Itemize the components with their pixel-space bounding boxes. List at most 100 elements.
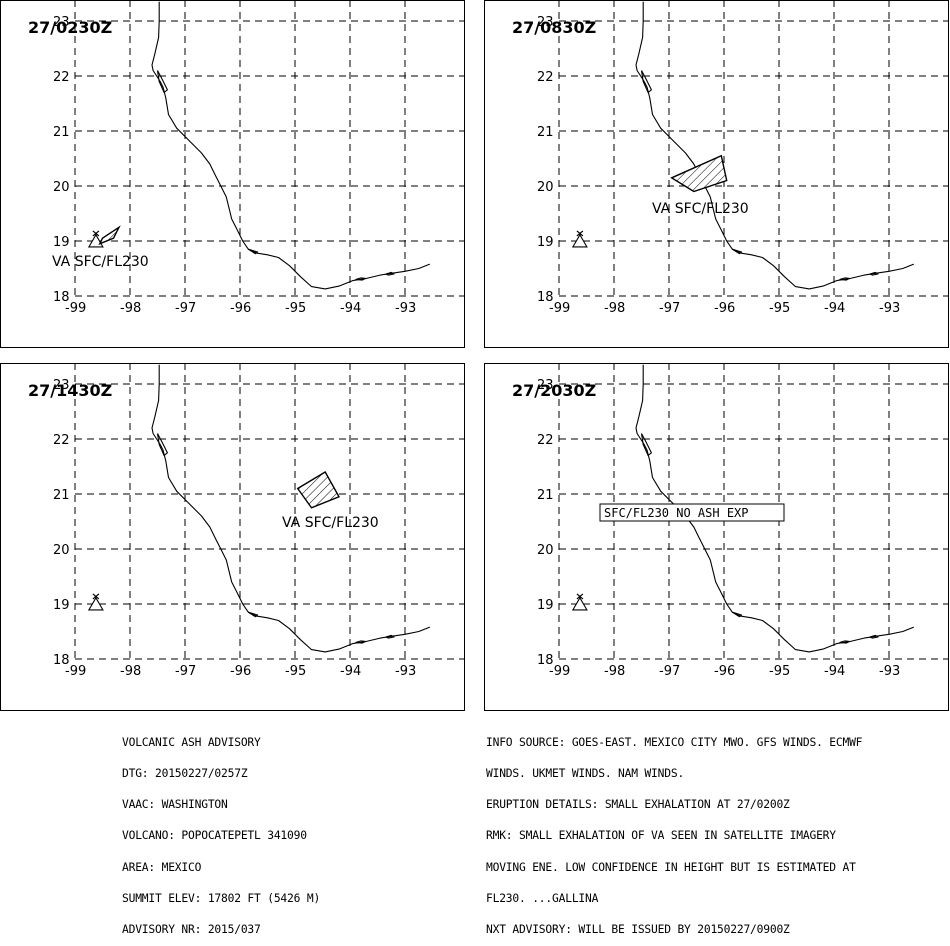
ash-cloud-polygon <box>98 225 121 246</box>
lagoon-outline <box>869 634 879 639</box>
map-svg: 18 19 20 21 22 23 -99 -98 -97 -96 -95 -94 -93 27/0830… <box>484 0 949 348</box>
lon-tick-label: -93 <box>879 664 900 679</box>
advisory-line: INFO SOURCE: GOES-EAST. MEXICO CITY MWO.… <box>486 735 863 749</box>
lon-tick-label: -93 <box>879 301 900 316</box>
lat-tick-label: 23 <box>537 378 554 393</box>
lon-tick-label: -97 <box>175 301 196 316</box>
map-panel-1: 18 19 20 21 22 23 -99 -98 -97 -96 -95 -94 -93 27/0230… <box>0 0 465 348</box>
map-panel-2: 18 19 20 21 22 23 -99 -98 -97 -96 -95 -94 -93 27/0830… <box>484 0 949 348</box>
no-ash-label: SFC/FL230 NO ASH EXP <box>604 506 749 520</box>
lat-tick-label: 21 <box>53 488 70 503</box>
lat-tick-label: 23 <box>53 378 70 393</box>
lon-tick-label: -96 <box>714 664 735 679</box>
lat-tick-label: 21 <box>537 125 554 140</box>
advisory-line: MOVING ENE. LOW CONFIDENCE IN HEIGHT BUT… <box>486 860 856 874</box>
lon-tick-label: -95 <box>769 301 790 316</box>
lagoon-outline <box>869 271 879 276</box>
lon-tick-label: -97 <box>659 664 680 679</box>
lon-tick-label: -99 <box>65 301 86 316</box>
lagoon-outline <box>355 640 366 644</box>
lon-tick-label: -95 <box>285 664 306 679</box>
panel-frame <box>484 363 949 711</box>
lon-tick-label: -98 <box>604 301 625 316</box>
coastline <box>151 364 431 653</box>
volcano-icon <box>87 593 104 611</box>
lon-tick-label: -99 <box>549 301 570 316</box>
no-ash-box <box>599 503 785 522</box>
lat-tick-label: 18 <box>53 653 70 668</box>
advisory-line: AREA: MEXICO <box>122 860 202 874</box>
advisory-header-text: VOLCANIC ASH ADVISORY DTG: 20150227/0257… <box>122 717 320 946</box>
lon-tick-label: -95 <box>285 301 306 316</box>
lat-tick-label: 22 <box>537 433 554 448</box>
lagoon-outline <box>248 611 259 618</box>
lon-tick-label: -99 <box>65 664 86 679</box>
map-svg: 18 19 20 21 22 23 -99 -98 -97 -96 -95 -94 -93 27/0230… <box>0 0 465 348</box>
panel-frame <box>0 363 465 711</box>
lat-tick-label: 21 <box>53 125 70 140</box>
lat-tick-label: 23 <box>53 15 70 30</box>
lon-tick-label: -96 <box>230 301 251 316</box>
map-svg: 18 19 20 21 22 23 -99 -98 -97 -96 -95 -94 -93 27/2030… <box>484 363 949 711</box>
ash-cloud-polygon <box>296 471 340 509</box>
lagoon-outline <box>640 70 652 94</box>
lon-tick-label: -94 <box>824 664 845 679</box>
panel-time-title: 27/0830Z <box>512 18 596 37</box>
map-svg: 18 19 20 21 22 23 -99 -98 -97 -96 -95 -94 -93 27/1430… <box>0 363 465 711</box>
lat-tick-label: 18 <box>537 653 554 668</box>
advisory-line: VOLCANO: POPOCATEPETL 341090 <box>122 829 307 843</box>
lon-tick-label: -95 <box>769 664 790 679</box>
lon-tick-label: -94 <box>340 301 361 316</box>
lagoon-outline <box>355 277 366 281</box>
lon-tick-label: -94 <box>824 301 845 316</box>
lon-tick-label: -93 <box>395 301 416 316</box>
volcano-icon <box>571 230 588 248</box>
lat-tick-label: 18 <box>53 290 70 305</box>
lagoon-outline <box>839 640 850 644</box>
lat-tick-label: 19 <box>537 235 554 250</box>
coastline <box>151 1 431 290</box>
advisory-remarks-text: INFO SOURCE: GOES-EAST. MEXICO CITY MWO.… <box>486 717 862 946</box>
lon-tick-label: -97 <box>659 301 680 316</box>
advisory-line: VOLCANIC ASH ADVISORY <box>122 735 261 749</box>
lagoon-outline <box>385 271 395 276</box>
panel-time-title: 27/0230Z <box>28 18 112 37</box>
lat-tick-label: 20 <box>537 543 554 558</box>
lon-tick-label: -93 <box>395 664 416 679</box>
panel-frame <box>0 0 465 348</box>
lagoon-outline <box>640 433 652 457</box>
lat-tick-label: 19 <box>537 598 554 613</box>
lat-tick-label: 18 <box>537 290 554 305</box>
lat-tick-label: 19 <box>53 598 70 613</box>
advisory-line: WINDS. UKMET WINDS. NAM WINDS. <box>486 767 685 781</box>
lon-tick-label: -97 <box>175 664 196 679</box>
lon-tick-label: -98 <box>604 664 625 679</box>
lon-tick-label: -98 <box>120 301 141 316</box>
advisory-line: NXT ADVISORY: WILL BE ISSUED BY 20150227… <box>486 923 790 937</box>
ash-height-label: VA SFC/FL230 <box>282 515 379 531</box>
lat-tick-label: 20 <box>53 180 70 195</box>
advisory-line: ADVISORY NR: 2015/037 <box>122 923 261 937</box>
lagoon-outline <box>732 248 743 255</box>
lon-tick-label: -99 <box>549 664 570 679</box>
lat-tick-label: 22 <box>537 70 554 85</box>
lat-tick-label: 20 <box>537 180 554 195</box>
lagoon-outline <box>156 433 168 457</box>
lagoon-outline <box>732 611 743 618</box>
advisory-line: ERUPTION DETAILS: SMALL EXHALATION AT 27… <box>486 798 790 812</box>
advisory-line: FL230. ...GALLINA <box>486 891 599 905</box>
ash-height-label: VA SFC/FL230 <box>52 254 149 270</box>
advisory-line: SUMMIT ELEV: 17802 FT (5426 M) <box>122 891 321 905</box>
lon-tick-label: -96 <box>230 664 251 679</box>
map-panel-3: 18 19 20 21 22 23 -99 -98 -97 -96 -95 -94 -93 27/1430… <box>0 363 465 711</box>
lat-tick-label: 20 <box>53 543 70 558</box>
advisory-line: RMK: SMALL EXHALATION OF VA SEEN IN SATE… <box>486 829 836 843</box>
coastline <box>635 364 915 653</box>
volcano-icon <box>571 593 588 611</box>
lat-tick-label: 19 <box>53 235 70 250</box>
lon-tick-label: -96 <box>714 301 735 316</box>
panel-time-title: 27/2030Z <box>512 381 596 400</box>
advisory-line: VAAC: WASHINGTON <box>122 798 228 812</box>
lat-tick-label: 21 <box>537 488 554 503</box>
lat-tick-label: 22 <box>53 433 70 448</box>
